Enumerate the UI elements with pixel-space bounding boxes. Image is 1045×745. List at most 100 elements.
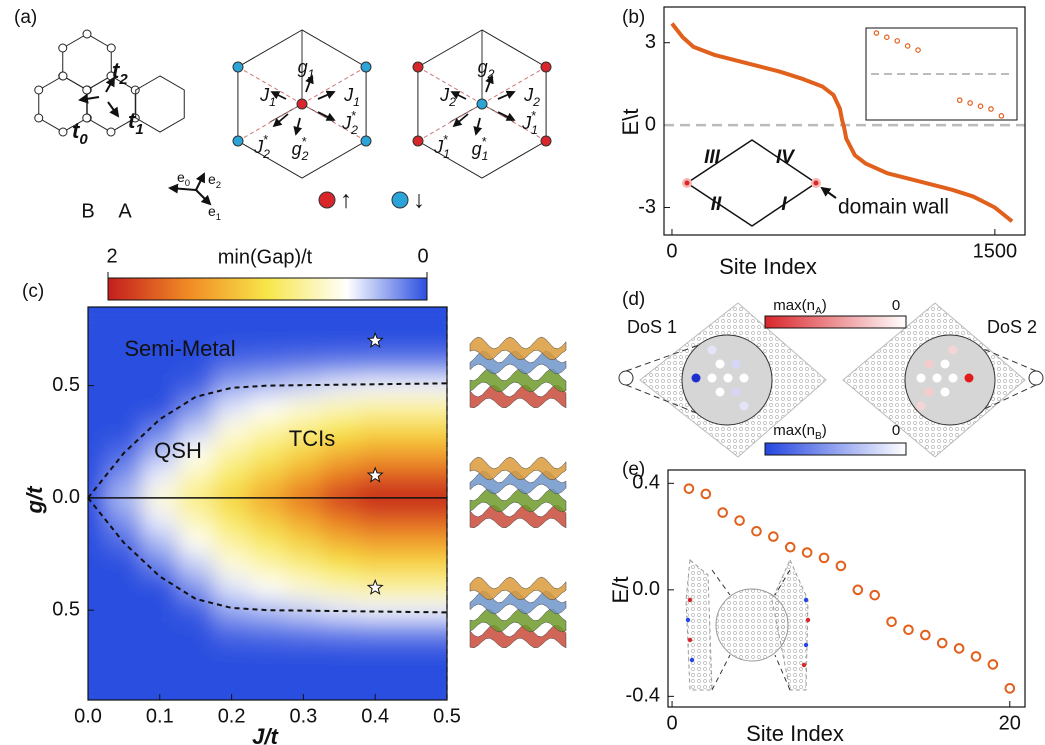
heatmap-cell xyxy=(177,531,215,555)
x-tick-label: 1500 xyxy=(973,240,1018,262)
panel-label: (e) xyxy=(622,459,645,480)
region-label: QSH xyxy=(154,438,202,463)
heatmap-cell xyxy=(357,441,394,465)
heatmap-cell xyxy=(285,464,322,488)
heatmap-cell xyxy=(321,396,358,420)
colorbar xyxy=(107,277,428,301)
x-tick-label: 0.1 xyxy=(146,705,174,727)
heatmap-cell xyxy=(177,351,215,375)
heatmap-cell xyxy=(249,351,286,375)
band-surface xyxy=(469,470,567,495)
orbital xyxy=(232,61,244,73)
inset-point xyxy=(967,100,973,106)
heatmap-cell xyxy=(249,329,286,353)
inset-point xyxy=(884,34,890,41)
orbital xyxy=(540,61,552,73)
vector-arrow xyxy=(195,189,212,206)
heatmap-cell xyxy=(357,396,394,420)
label-sup: * xyxy=(481,135,487,149)
spin-dot xyxy=(318,191,336,209)
heatmap-cell xyxy=(213,598,251,622)
label-sub: 1 xyxy=(269,95,276,109)
band-surface xyxy=(469,576,567,601)
phase-boundary xyxy=(87,382,448,499)
coupling-label: J1* xyxy=(433,133,450,161)
inset-point xyxy=(998,113,1005,119)
label-main: t xyxy=(128,108,137,133)
heatmap-cell xyxy=(357,531,394,555)
heatmap-cell xyxy=(429,396,447,420)
bond-dashed xyxy=(481,103,547,142)
hopping-label: t2 xyxy=(112,58,128,89)
bond-dashed xyxy=(301,66,367,105)
heatmap-cell xyxy=(105,688,143,700)
y-tick-label: -3 xyxy=(638,196,656,218)
heatmap-cell xyxy=(105,329,143,353)
heatmap-cell xyxy=(429,688,447,700)
heatmap-cell xyxy=(285,598,322,622)
heatmap-cell xyxy=(285,666,322,690)
heatmap-cell xyxy=(213,419,251,443)
hopping-arrow xyxy=(105,76,115,93)
y-axis-label: g/t xyxy=(22,485,47,515)
heatmap-cell xyxy=(105,464,143,488)
zoom-source xyxy=(618,370,634,386)
plot-frame xyxy=(87,306,448,701)
spin-dot xyxy=(391,191,409,209)
heatmap-cell xyxy=(105,307,143,330)
spin-label: ↑ xyxy=(340,186,352,213)
heatmap-cell xyxy=(141,374,179,398)
x-tick-label: 0.5 xyxy=(433,705,461,727)
heatmap-cell xyxy=(88,307,107,330)
density-site xyxy=(916,401,926,411)
heatmap-cell xyxy=(321,666,358,690)
label-main: e xyxy=(208,171,216,187)
hexagon xyxy=(62,33,112,91)
zoom-guide xyxy=(949,334,1037,372)
density-site xyxy=(940,387,950,397)
orbital xyxy=(540,135,552,147)
heatmap-cell xyxy=(429,621,447,645)
heatmap-cell xyxy=(429,666,447,690)
label-sub: 2 xyxy=(216,180,221,191)
orbital xyxy=(412,61,424,73)
energy-point xyxy=(784,541,796,553)
heatmap-cell xyxy=(141,441,179,465)
heatmap-cell xyxy=(321,688,358,700)
heatmap-cell xyxy=(357,643,394,667)
heatmap-cell xyxy=(357,509,394,533)
colorbar-tick-label: 2 xyxy=(106,245,117,267)
label-sub: B xyxy=(815,431,822,442)
y-tick-label: 0.5 xyxy=(52,598,80,620)
heatmap-cell xyxy=(141,307,179,330)
heatmap-cell xyxy=(321,509,358,533)
heatmap-cell xyxy=(141,598,179,622)
heatmap-cell xyxy=(141,351,179,375)
label-main: g xyxy=(472,139,482,159)
x-axis-label: Site Index xyxy=(746,721,844,745)
heatmap-cell xyxy=(88,688,107,700)
heatmap-cell xyxy=(249,419,286,443)
heatmap-cell xyxy=(321,531,358,555)
energy-point xyxy=(987,659,999,670)
heatmap-cell xyxy=(177,509,215,533)
heatmap-cell xyxy=(105,598,143,622)
heatmap-cell xyxy=(88,329,107,353)
bond-dashed xyxy=(417,66,483,105)
inset-guide xyxy=(774,654,791,691)
vector-arrow xyxy=(195,172,205,191)
colorbar-tick-label: 0 xyxy=(417,245,428,267)
x-tick-label: 0 xyxy=(666,712,677,734)
site-label: A xyxy=(118,200,132,222)
vector-label: e0 xyxy=(177,169,190,189)
heatmap-cell xyxy=(429,554,447,577)
panel-label: (a) xyxy=(14,7,37,28)
energy-point xyxy=(852,584,864,596)
energy-line xyxy=(670,22,1014,223)
inset-point xyxy=(904,43,911,49)
label-main: J xyxy=(439,85,450,105)
label-sup: * xyxy=(301,135,307,149)
density-site xyxy=(948,345,958,355)
dos-label: DoS 2 xyxy=(987,317,1037,337)
heatmap-cell xyxy=(321,598,358,622)
